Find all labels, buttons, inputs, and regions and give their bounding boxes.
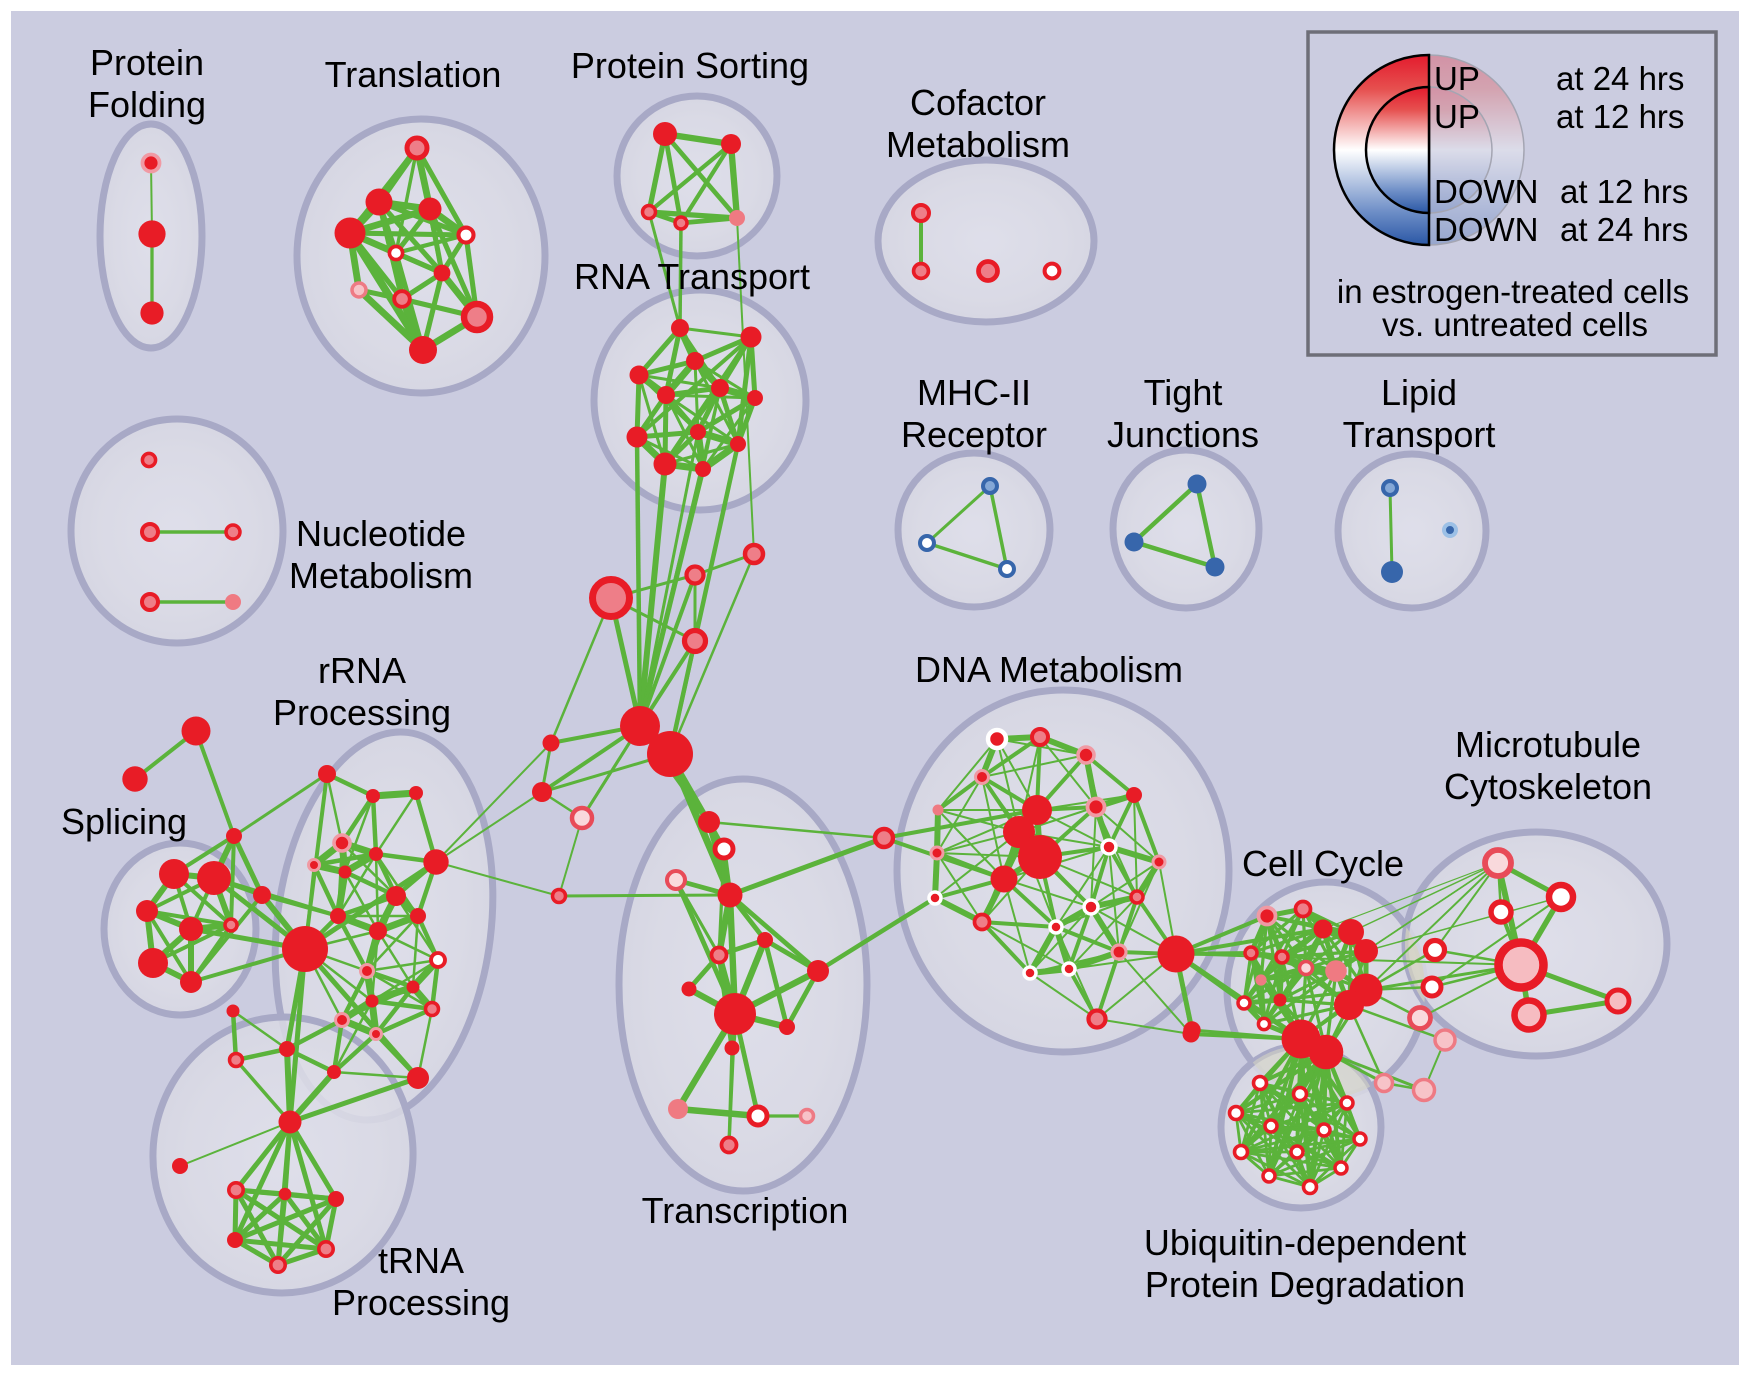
svg-text:Lipid: Lipid [1381, 372, 1457, 413]
svg-text:at 12 hrs: at 12 hrs [1556, 98, 1684, 135]
svg-text:Metabolism: Metabolism [289, 555, 473, 596]
svg-text:Cofactor: Cofactor [910, 82, 1046, 123]
svg-text:Splicing: Splicing [61, 801, 187, 842]
svg-text:Transport: Transport [1343, 414, 1496, 455]
svg-text:Microtubule: Microtubule [1455, 724, 1641, 765]
svg-text:Cell Cycle: Cell Cycle [1242, 843, 1404, 884]
svg-text:Nucleotide: Nucleotide [296, 513, 466, 554]
svg-text:Ubiquitin-dependent: Ubiquitin-dependent [1144, 1222, 1466, 1263]
svg-text:UP: UP [1434, 60, 1480, 97]
svg-text:DOWN: DOWN [1434, 173, 1538, 210]
svg-text:at 24 hrs: at 24 hrs [1556, 60, 1684, 97]
svg-text:UP: UP [1434, 98, 1480, 135]
svg-text:Processing: Processing [273, 692, 451, 733]
svg-text:Junctions: Junctions [1107, 414, 1259, 455]
svg-text:Protein Sorting: Protein Sorting [571, 45, 809, 86]
svg-text:Processing: Processing [332, 1282, 510, 1323]
svg-text:RNA Transport: RNA Transport [574, 256, 810, 297]
svg-text:Metabolism: Metabolism [886, 124, 1070, 165]
svg-text:Cytoskeleton: Cytoskeleton [1444, 766, 1652, 807]
svg-text:Transcription: Transcription [642, 1190, 849, 1231]
svg-text:vs. untreated cells: vs. untreated cells [1382, 306, 1648, 343]
svg-text:Receptor: Receptor [901, 414, 1047, 455]
svg-text:MHC-II: MHC-II [917, 372, 1031, 413]
svg-text:at 12 hrs: at 12 hrs [1560, 173, 1688, 210]
svg-text:Protein Degradation: Protein Degradation [1145, 1264, 1465, 1305]
svg-text:Folding: Folding [88, 84, 206, 125]
svg-text:DOWN: DOWN [1434, 211, 1538, 248]
svg-text:in estrogen-treated cells: in estrogen-treated cells [1337, 273, 1689, 310]
svg-text:tRNA: tRNA [378, 1240, 464, 1281]
svg-text:Translation: Translation [325, 54, 502, 95]
svg-text:DNA Metabolism: DNA Metabolism [915, 649, 1183, 690]
svg-text:at 24 hrs: at 24 hrs [1560, 211, 1688, 248]
svg-text:rRNA: rRNA [318, 650, 406, 691]
svg-text:Tight: Tight [1144, 372, 1223, 413]
svg-text:Protein: Protein [90, 42, 204, 83]
